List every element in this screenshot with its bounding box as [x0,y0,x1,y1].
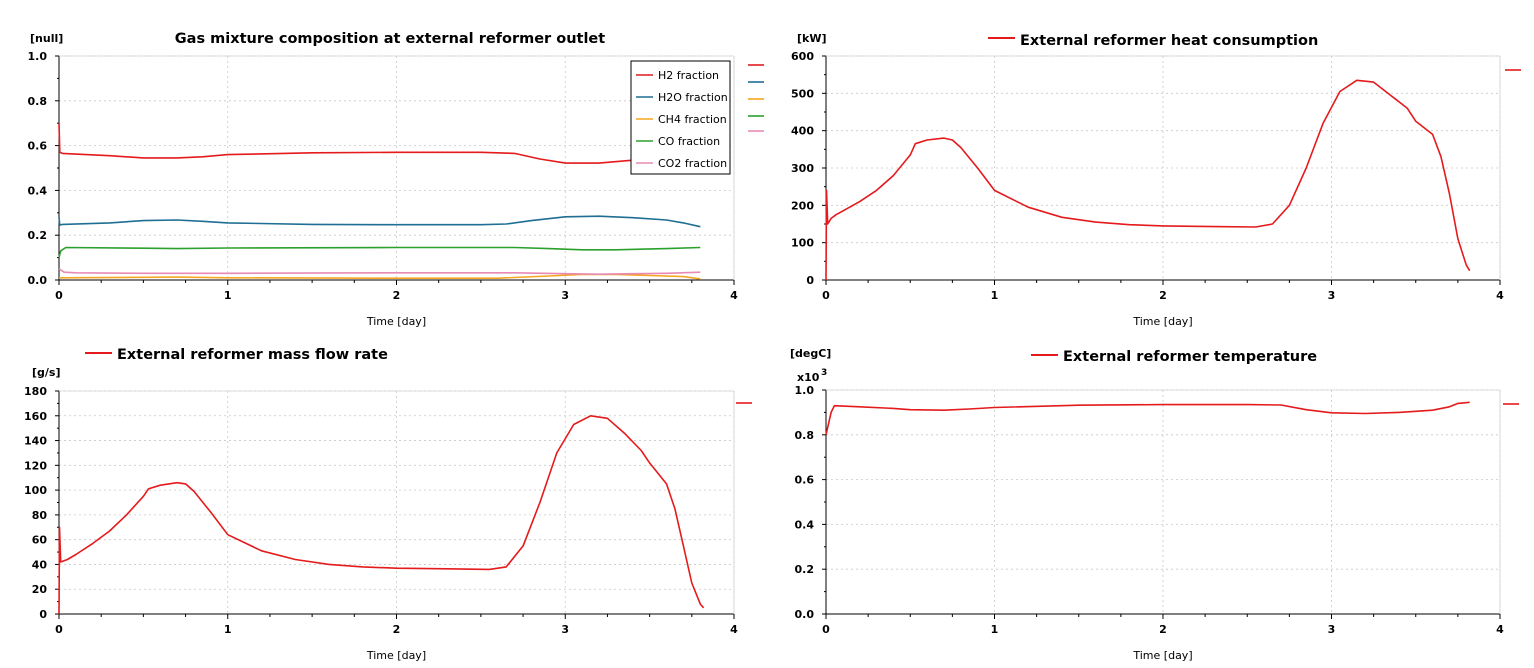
x-tick-label: 3 [1328,289,1336,302]
y-axis-unit: [degC] [790,347,831,360]
y-tick-label: 100 [24,484,47,497]
legend-entry-label: CH4 fraction [658,113,727,126]
x-tick-label: 0 [55,623,63,636]
y-tick-label: 160 [24,410,47,423]
x-tick-label: 4 [1496,289,1504,302]
series-line-external-reformer-temperature [825,401,1470,435]
y-tick-label: 600 [791,50,814,63]
chart-title: External reformer heat consumption [1020,33,1318,49]
x-tick-label: 4 [1496,623,1504,636]
x-axis-label: Time [day] [366,649,426,662]
chart-title: External reformer mass flow rate [117,347,388,363]
x-tick-label: 4 [730,623,738,636]
y-tick-label: 0.4 [28,184,48,197]
y-axis-unit: [g/s] [32,366,61,379]
series-line-co2-fraction [58,268,701,275]
series-line-h2-fraction [58,123,659,164]
y-axis-multiplier-exponent: 3 [821,368,827,378]
x-axis-label: Time [day] [1132,649,1192,662]
y-tick-label: 1.0 [28,50,48,63]
y-tick-label: 0.2 [795,563,815,576]
y-tick-label: 0.8 [28,95,48,108]
y-tick-label: 200 [791,199,814,212]
x-tick-label: 3 [561,289,569,302]
y-tick-label: 0.0 [795,608,815,621]
x-tick-label: 2 [1159,289,1167,302]
y-tick-label: 140 [24,435,47,448]
series-line-ch4-fraction [58,273,701,280]
y-tick-label: 100 [791,237,814,250]
x-tick-label: 1 [991,289,999,302]
chart-composition: 0.0 0.2 0.4 0.6 0.8 1.0 0 1 2 3 4 [null] Time [day] G… [28,31,764,328]
y-tick-label: 0.6 [795,474,815,487]
x-tick-label: 0 [822,289,830,302]
chart-title: External reformer temperature [1063,349,1317,365]
legend-box [630,60,731,175]
y-tick-label: 120 [24,459,47,472]
y-tick-label: 0.8 [795,429,815,442]
y-tick-label: 60 [32,534,48,547]
y-tick-label: 0.6 [28,140,48,153]
y-tick-label: 400 [791,125,814,138]
y-tick-label: 0 [39,608,47,621]
x-tick-label: 1 [991,623,999,636]
chart-heat: 0 100 200 300 400 500 600 0 1 2 3 4 [kW] Time [day] Ex… [791,32,1521,328]
series-line-co-fraction [58,246,701,258]
legend-entry-label: H2O fraction [658,91,728,104]
x-tick-label: 2 [393,623,401,636]
legend: H2 fraction H2O fraction CH4 fraction CO fr… [630,60,731,175]
legend-entry-label: CO2 fraction [658,157,727,170]
x-tick-label: 3 [561,623,569,636]
x-tick-label: 0 [822,623,830,636]
y-tick-label: 0.4 [795,518,815,531]
chart-massflow: 0 20 40 60 80 100 120 140 160 180 0 1 2 3 4 [g/s] Time [… [24,347,752,662]
y-tick-label: 0 [806,274,814,287]
series-line-external-reformer-heat-consumption [825,79,1471,281]
y-tick-label: 20 [32,583,48,596]
x-tick-label: 1 [224,623,232,636]
x-tick-label: 4 [730,289,738,302]
y-tick-label: 80 [32,509,48,522]
x-tick-label: 3 [1328,623,1336,636]
y-axis-multiplier: x10 [797,371,820,384]
y-tick-label: 180 [24,385,47,398]
series-line-h2o-fraction [58,215,701,228]
x-axis-label: Time [day] [1132,315,1192,328]
y-tick-label: 0.0 [28,274,48,287]
series-line-external-reformer-mass-flow-rate [58,415,705,615]
y-tick-label: 0.2 [28,229,48,242]
legend-entry-label: H2 fraction [658,69,719,82]
x-tick-label: 0 [55,289,63,302]
y-tick-label: 1.0 [795,384,815,397]
y-tick-label: 300 [791,162,814,175]
x-tick-label: 2 [393,289,401,302]
x-axis-label: Time [day] [366,315,426,328]
y-tick-label: 40 [32,558,48,571]
legend-entry-label: CO fraction [658,135,720,148]
x-tick-label: 1 [224,289,232,302]
chart-title: Gas mixture composition at external refo… [175,31,605,47]
y-tick-label: 500 [791,87,814,100]
y-axis-unit: [null] [30,32,63,45]
x-tick-label: 2 [1159,623,1167,636]
y-axis-unit: [kW] [797,32,827,45]
